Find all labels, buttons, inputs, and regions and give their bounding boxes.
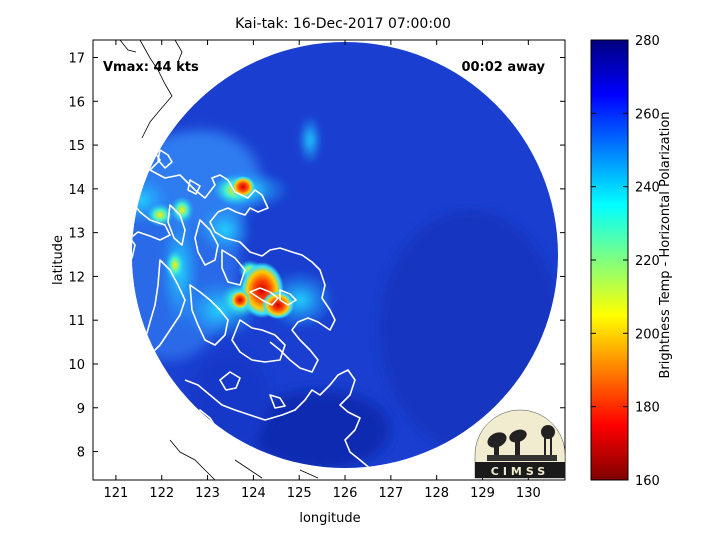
colorbar-label: Brightness Temp - Horizontal Polarizatio… <box>658 111 673 378</box>
colorbar-tick-label: 180 <box>635 401 660 416</box>
y-tick-label: 15 <box>68 139 85 154</box>
x-tick-label: 123 <box>195 486 220 501</box>
x-tick-label: 122 <box>149 486 174 501</box>
x-tick-label: 127 <box>378 486 403 501</box>
x-tick-label: 130 <box>516 486 541 501</box>
y-tick-label: 14 <box>68 183 85 198</box>
x-tick-label: 125 <box>287 486 312 501</box>
colorbar-tick-label: 200 <box>635 327 660 342</box>
y-tick-label: 12 <box>68 270 85 285</box>
y-tick-label: 8 <box>77 446 85 461</box>
x-tick-label: 124 <box>241 486 266 501</box>
y-axis: 8 9 10 11 12 13 14 15 16 17 <box>68 52 565 461</box>
y-tick-label: 11 <box>68 314 85 329</box>
y-tick-label: 16 <box>68 95 85 110</box>
time-away-annotation: 00:02 away <box>461 60 545 75</box>
colorbar-tick-label: 160 <box>635 474 660 489</box>
y-tick-label: 10 <box>68 358 85 373</box>
plot-axes-frame <box>92 39 566 481</box>
colorbar-tick-label: 280 <box>635 34 660 49</box>
x-tick-label: 128 <box>424 486 449 501</box>
x-axis: 121 122 123 124 125 126 127 128 129 130 <box>103 40 541 501</box>
vmax-annotation: Vmax: 44 kts <box>103 60 199 75</box>
outside-coastline <box>119 39 319 481</box>
y-tick-label: 13 <box>68 227 85 242</box>
x-tick-label: 121 <box>103 486 128 501</box>
colorbar-tick-label: 220 <box>635 254 660 269</box>
colorbar-tick-label: 260 <box>635 107 660 122</box>
chart-title: Kai-tak: 16-Dec-2017 07:00:00 <box>235 16 451 32</box>
y-tick-label: 9 <box>77 402 85 417</box>
x-axis-label: longitude <box>299 511 360 526</box>
colorbar-tick-label: 240 <box>635 181 660 196</box>
logo-text: CIMSS <box>491 465 549 478</box>
y-axis-label: latitude <box>51 235 66 285</box>
x-tick-label: 129 <box>470 486 495 501</box>
colorbar: 280 260 240 220 200 180 160 Brightness Temp - … <box>590 34 673 489</box>
y-tick-label: 17 <box>68 52 85 67</box>
x-tick-label: 126 <box>333 486 358 501</box>
cimss-logo: CIMSS <box>474 409 566 479</box>
